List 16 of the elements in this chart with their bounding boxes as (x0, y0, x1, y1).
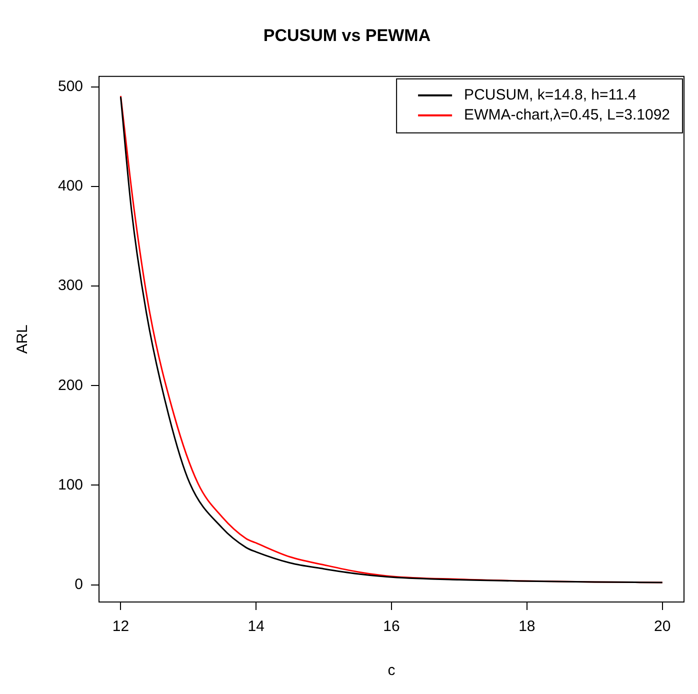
x-tick-label: 18 (518, 618, 536, 636)
chart-title: PCUSUM vs PEWMA (263, 26, 431, 45)
x-tick-label: 16 (383, 618, 400, 636)
y-tick-label: 0 (74, 576, 84, 593)
x-axis-title: c (388, 662, 396, 680)
y-tick-label: 200 (58, 376, 84, 394)
x-tick-label: 12 (112, 618, 130, 636)
y-tick-label: 100 (58, 476, 84, 494)
y-axis-title: ARL (14, 324, 32, 354)
legend-label: PCUSUM, k=14.8, h=11.4 (464, 86, 636, 104)
legend-label: EWMA-chart,λ=0.45, L=3.1092 (464, 106, 670, 124)
y-tick-label: 300 (58, 277, 84, 294)
x-tick-label: 20 (654, 618, 671, 636)
y-tick-label: 500 (58, 78, 84, 96)
y-tick-label: 400 (58, 178, 84, 195)
x-tick-label: 14 (248, 618, 264, 636)
